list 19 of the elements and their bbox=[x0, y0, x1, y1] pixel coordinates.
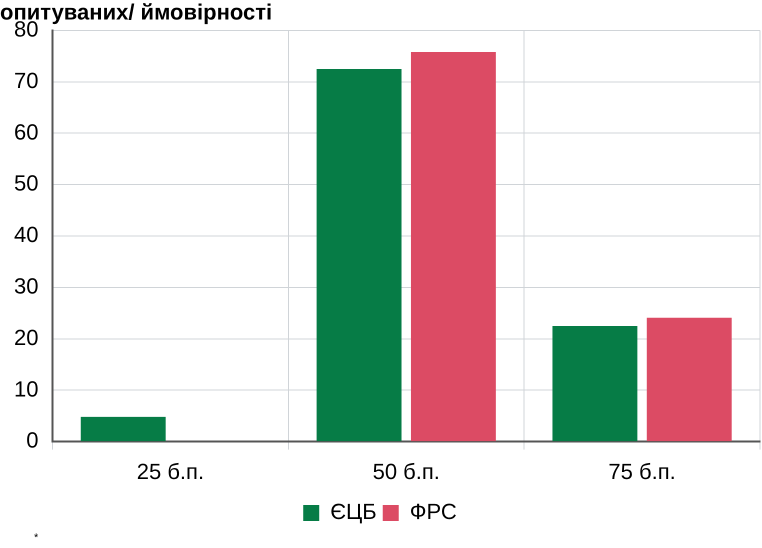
legend-label: ЄЦБ bbox=[330, 499, 377, 524]
y-tick-label: 30 bbox=[14, 273, 38, 298]
x-tick-label: 25 б.п. bbox=[136, 458, 204, 484]
y-tick-label: 60 bbox=[14, 119, 38, 144]
y-tick-label: 0 bbox=[26, 428, 38, 453]
y-tick-label: 50 bbox=[14, 170, 38, 196]
y-tick-label: 40 bbox=[14, 222, 38, 248]
legend-label: ФРС bbox=[410, 499, 457, 524]
text: * bbox=[34, 532, 38, 544]
x-tick-label: 50 б.п. bbox=[372, 458, 440, 484]
y-tick-label: 20 bbox=[14, 324, 38, 350]
y-tick-label: 10 bbox=[14, 376, 38, 402]
y-tick-label: 70 bbox=[14, 68, 38, 93]
bar bbox=[80, 416, 166, 442]
bar bbox=[646, 318, 732, 442]
x-tick-label: 75 б.п. bbox=[608, 458, 676, 484]
bar bbox=[316, 68, 402, 442]
bar bbox=[410, 52, 496, 442]
bar bbox=[552, 326, 638, 442]
